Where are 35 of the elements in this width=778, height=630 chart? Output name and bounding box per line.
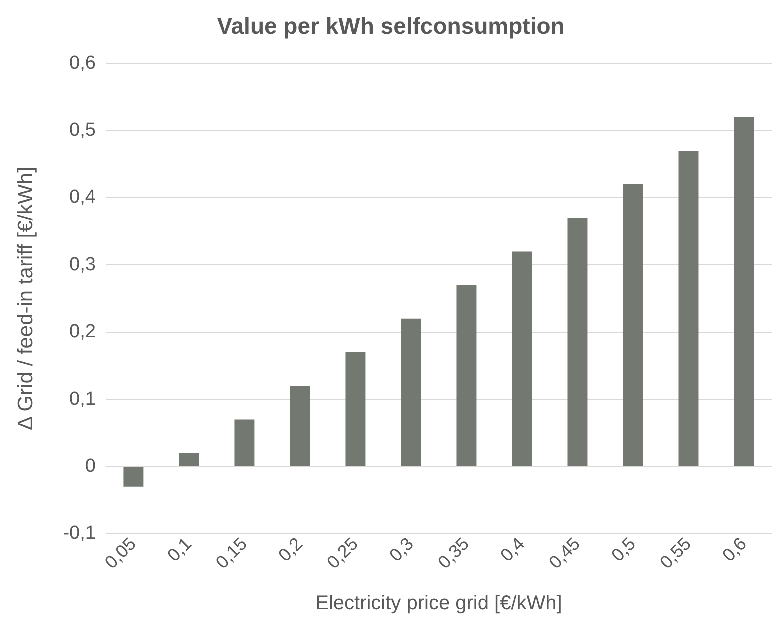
y-tick-label: 0,4	[70, 187, 96, 208]
x-tick-label: 0,25	[323, 534, 362, 573]
y-tick-label: 0,2	[70, 322, 96, 343]
x-tick-label: 0,2	[274, 534, 307, 566]
chart-title: Value per kWh selfconsumption	[217, 13, 565, 40]
y-tick-label: 0,1	[70, 388, 96, 410]
bar	[401, 318, 422, 466]
bar	[234, 420, 255, 466]
x-axis-title: Electricity price grid [€/kWh]	[316, 592, 562, 615]
x-tick-label: 0,5	[608, 534, 640, 566]
bar	[568, 218, 588, 466]
bar	[290, 386, 310, 466]
x-tick-label: 0,45	[545, 534, 584, 573]
y-axis-title: Δ Grid / feed-in tariff [€/kWh]	[14, 167, 38, 430]
x-tick-label: 0,35	[434, 534, 474, 573]
bar	[179, 453, 200, 466]
x-tick-label: 0,55	[656, 534, 696, 573]
x-tick-label: 0,1	[164, 534, 196, 566]
x-tick-label: 0,05	[101, 534, 140, 573]
y-tick-label: 0,5	[70, 120, 96, 142]
bar	[124, 467, 144, 487]
y-tick-label: 0,3	[70, 254, 96, 276]
y-tick-label: 0,6	[70, 52, 96, 74]
bar	[623, 184, 644, 466]
x-tick-label: 0,15	[212, 534, 252, 573]
bar	[512, 252, 532, 466]
bar	[456, 285, 477, 466]
bar	[346, 352, 366, 466]
bar	[678, 150, 699, 466]
y-tick-label: -0,1	[63, 523, 96, 544]
x-tick-label: 0,4	[496, 534, 529, 566]
y-tick-label: 0	[85, 456, 96, 477]
bar	[734, 117, 754, 466]
x-tick-label: 0,3	[386, 534, 418, 566]
x-tick-label: 0,6	[718, 534, 751, 566]
